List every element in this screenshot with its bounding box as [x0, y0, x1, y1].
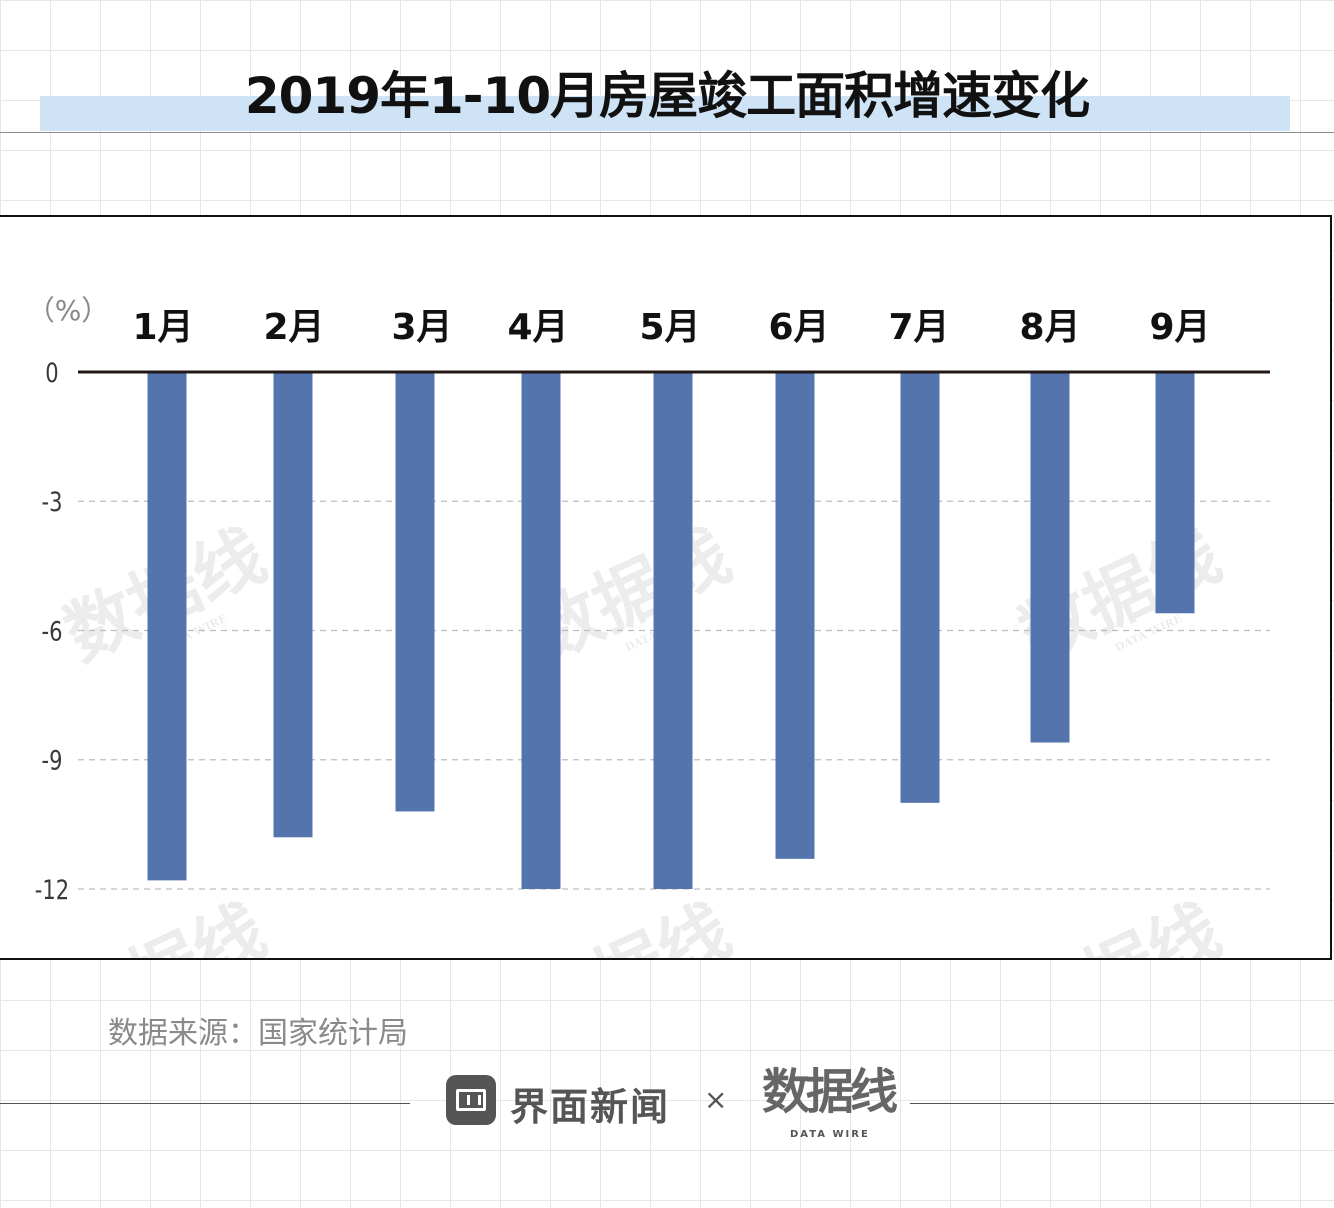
- y-tick-label: -6: [42, 616, 63, 647]
- footer-rule-left: [0, 1103, 410, 1104]
- bar: [1030, 372, 1070, 743]
- title-rule: [0, 132, 1334, 133]
- y-tick-label: -9: [42, 745, 63, 776]
- watermark-text: 数据线: [52, 888, 277, 958]
- x-category-label: 1月: [132, 307, 193, 348]
- data-source: 数据来源：国家统计局: [108, 1016, 408, 1051]
- x-category-label: 5月: [639, 307, 700, 348]
- x-category-label: 8月: [1019, 307, 1080, 348]
- bar: [521, 372, 561, 889]
- bar: [395, 372, 435, 812]
- y-tick-label: 0: [45, 357, 58, 388]
- y-tick-label: -12: [35, 874, 69, 905]
- title-highlight-band: [40, 96, 1290, 131]
- datawire-logo: 数据线: [762, 1064, 898, 1120]
- watermark-text: 数据线: [1007, 888, 1232, 958]
- y-unit-label: （%）: [27, 294, 110, 327]
- x-category-label: 4月: [507, 307, 568, 348]
- x-category-label: 9月: [1149, 307, 1210, 348]
- bar: [273, 372, 313, 838]
- footer-rule-right: [910, 1103, 1334, 1104]
- x-category-label: 6月: [768, 307, 829, 348]
- watermark-text: 数据线: [517, 888, 742, 958]
- x-category-label: 3月: [391, 307, 452, 348]
- bar: [775, 372, 815, 859]
- brand-name: 界面新闻: [510, 1085, 671, 1129]
- title-area: 2019年1-10月房屋竣工面积增速变化: [0, 60, 1334, 140]
- bar: [900, 372, 940, 803]
- bar: [1155, 372, 1195, 614]
- chart-title: 2019年1-10月房屋竣工面积增速变化: [244, 67, 1090, 125]
- jiemian-logo-icon: [446, 1075, 496, 1125]
- bar: [147, 372, 187, 881]
- x-category-label: 7月: [888, 307, 949, 348]
- y-tick-label: -3: [42, 487, 63, 518]
- brand-separator: ×: [704, 1083, 728, 1116]
- x-category-label: 2月: [263, 307, 324, 348]
- datawire-logo-subtitle: DATA WIRE: [790, 1129, 870, 1140]
- bar: [653, 372, 693, 889]
